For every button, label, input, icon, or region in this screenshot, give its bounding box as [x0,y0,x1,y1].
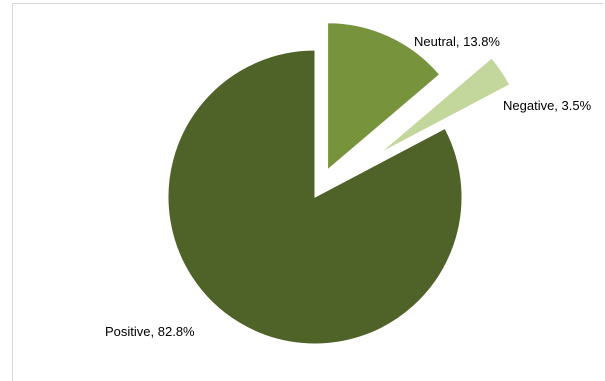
pie-slice-negative [379,57,511,154]
pie-slice-positive [167,49,463,345]
slice-label-neutral: Neutral, 13.8% [414,34,500,49]
slice-label-negative: Negative, 3.5% [503,98,592,113]
slice-label-positive: Positive, 82.8% [105,324,195,339]
pie-slice-neutral [327,22,441,171]
pie-slices [167,22,511,345]
pie-labels: Positive, 82.8% Neutral, 13.8% Negative,… [105,34,592,339]
